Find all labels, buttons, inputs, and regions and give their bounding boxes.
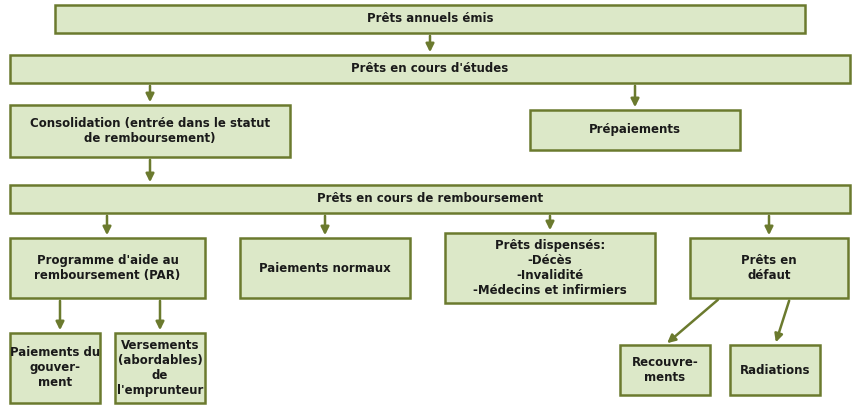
Text: Consolidation (entrée dans le statut
de remboursement): Consolidation (entrée dans le statut de … [30,117,270,145]
FancyBboxPatch shape [10,333,100,403]
Text: Prêts en
défaut: Prêts en défaut [741,254,797,282]
FancyBboxPatch shape [730,345,820,395]
Text: Prêts en cours d'études: Prêts en cours d'études [352,63,508,76]
FancyBboxPatch shape [620,345,710,395]
FancyBboxPatch shape [240,238,410,298]
FancyBboxPatch shape [530,110,740,150]
FancyBboxPatch shape [445,233,655,303]
Text: Recouvre-
ments: Recouvre- ments [631,356,698,384]
Text: Prêts dispensés:
-Décès
-Invalidité
-Médecins et infirmiers: Prêts dispensés: -Décès -Invalidité -Méd… [473,239,627,297]
FancyBboxPatch shape [115,333,205,403]
Text: Paiements normaux: Paiements normaux [259,262,391,275]
Text: Prêts en cours de remboursement: Prêts en cours de remboursement [317,193,543,206]
FancyBboxPatch shape [690,238,848,298]
FancyBboxPatch shape [10,238,205,298]
FancyBboxPatch shape [10,185,850,213]
Text: Radiations: Radiations [740,364,810,377]
Text: Paiements du
gouver-
ment: Paiements du gouver- ment [10,347,100,390]
FancyBboxPatch shape [10,105,290,157]
FancyBboxPatch shape [55,5,805,33]
Text: Programme d'aide au
remboursement (PAR): Programme d'aide au remboursement (PAR) [34,254,181,282]
FancyBboxPatch shape [10,55,850,83]
Text: Prépaiements: Prépaiements [589,123,681,137]
Text: Prêts annuels émis: Prêts annuels émis [366,13,494,25]
Text: Versements
(abordables)
de
l'emprunteur: Versements (abordables) de l'emprunteur [117,339,203,397]
